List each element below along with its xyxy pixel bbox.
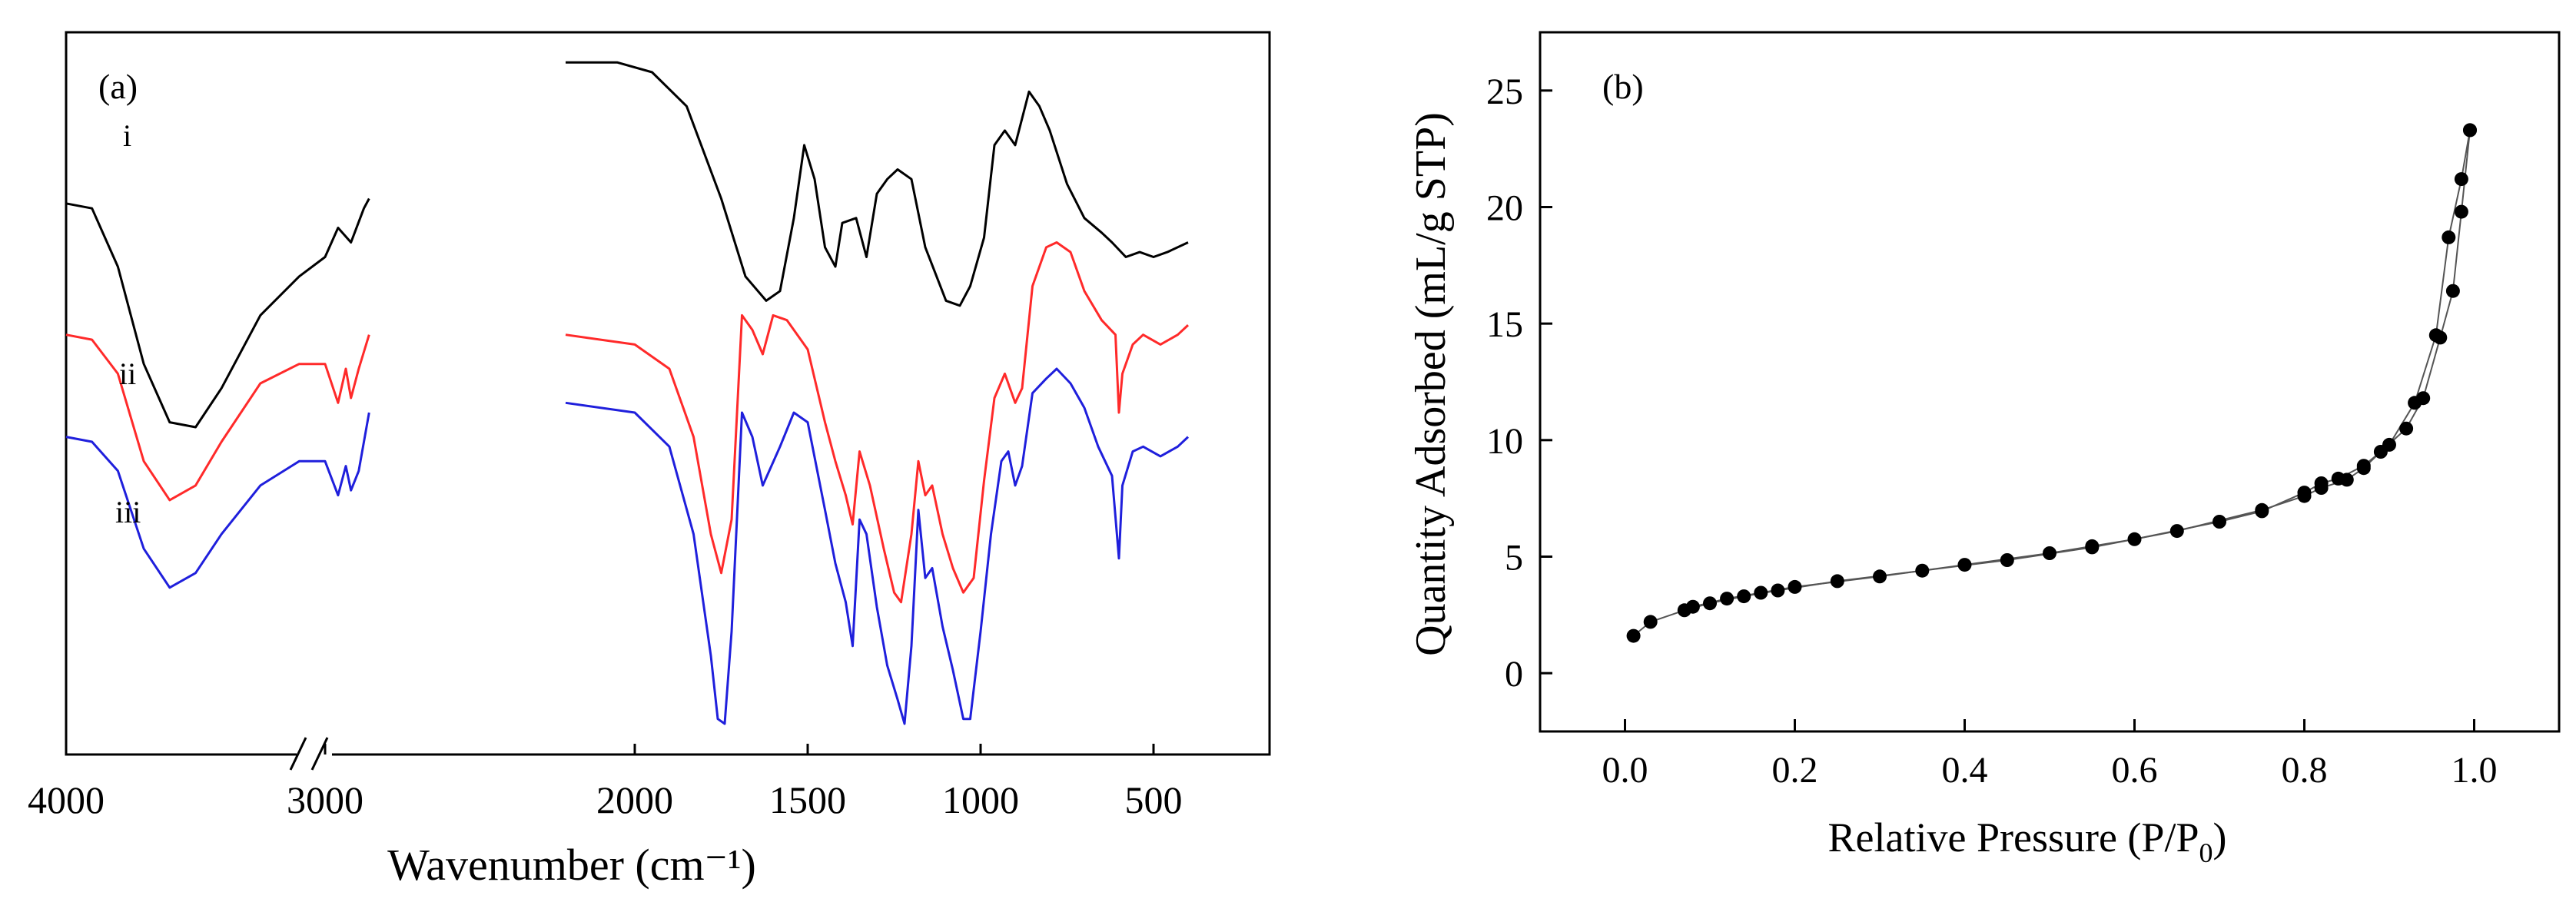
adsorption-point-10 <box>2169 524 2184 539</box>
desorption-point-8 <box>2314 476 2329 490</box>
adsorption-point-5 <box>1771 583 1785 598</box>
desorption-point-9 <box>2297 486 2312 500</box>
desorption-point-13 <box>2085 539 2100 553</box>
panel-a-x-axis-label: Wavenumber (cm⁻¹) <box>387 840 756 890</box>
adsorption-point-0 <box>1626 628 1641 643</box>
adsorption-point-7 <box>1915 563 1930 578</box>
series-label-i: i <box>123 118 131 153</box>
desorption-point-12 <box>2127 532 2142 546</box>
desorption-curve <box>1692 130 2471 608</box>
axis-break-mark-left <box>289 737 307 771</box>
panel-b-label: (b) <box>1602 67 1644 106</box>
adsorption-point-21 <box>2454 204 2468 219</box>
series-label-iii: iii <box>115 495 141 529</box>
panel-b-x-ticks: 0.0 0.2 0.4 0.6 0.8 1.0 <box>1602 719 2498 791</box>
adsorption-point-1 <box>1643 615 1658 629</box>
y-tick-label-0: 0 <box>1505 654 1523 695</box>
series-ii-line-right <box>565 241 1190 604</box>
panel-a-label: (a) <box>98 67 138 106</box>
desorption-point-19 <box>1720 592 1734 606</box>
series-ii-line-left <box>65 333 370 502</box>
y-tick-label-20: 20 <box>1486 188 1523 229</box>
panel-b-series-group <box>1626 123 2477 643</box>
panel-b-x-axis-label: Relative Pressure (P/P0) <box>1828 814 2227 868</box>
series-i-line-left <box>65 197 370 429</box>
series-i-line-right <box>566 61 1189 307</box>
desorption-point-0 <box>2463 123 2477 138</box>
x-tick-label-3000: 3000 <box>287 778 363 821</box>
adsorption-point-20 <box>2445 284 2460 298</box>
x-tick-label-1000: 1000 <box>942 778 1019 821</box>
x-tick-label-4000: 4000 <box>28 778 105 821</box>
desorption-point-10 <box>2255 504 2269 519</box>
desorption-point-6 <box>2356 459 2371 473</box>
desorption-point-4 <box>2408 396 2422 410</box>
adsorption-point-17 <box>2399 421 2414 436</box>
series-iii-line-left <box>65 412 370 589</box>
desorption-point-7 <box>2331 471 2345 486</box>
adsorption-point-4 <box>1737 589 1751 604</box>
panel-b-y-axis-label: Quantity Adsorbed (mL/g STP) <box>1407 112 1455 656</box>
panel-b-y-ticks: 0 5 10 15 20 25 <box>1486 71 1552 695</box>
y-tick-label-15: 15 <box>1486 304 1523 345</box>
x-tick-label-0.0: 0.0 <box>1602 750 1648 791</box>
y-tick-label-25: 25 <box>1486 71 1523 112</box>
x-tick-label-0.2: 0.2 <box>1772 750 1818 791</box>
adsorption-point-8 <box>2000 553 2014 567</box>
adsorption-point-3 <box>1703 596 1717 611</box>
x-tick-label-2000: 2000 <box>596 778 673 821</box>
y-tick-label-10: 10 <box>1486 421 1523 462</box>
panel-a-frame <box>65 31 1271 756</box>
x-axis-label-subscript: 0 <box>2199 837 2213 868</box>
x-tick-label-1500: 1500 <box>769 778 846 821</box>
x-axis-label-main: Relative Pressure (P/P <box>1828 814 2199 861</box>
x-tick-label-1.0: 1.0 <box>2452 750 2498 791</box>
adsorption-curve <box>1632 130 2471 637</box>
desorption-point-18 <box>1754 585 1768 600</box>
panel-b: (b) 0 5 10 15 20 25 0.0 0.2 0.4 0.6 0.8 1.0 Quanti… <box>1407 31 2561 868</box>
panel-b-frame <box>1539 31 2561 733</box>
y-tick-label-5: 5 <box>1505 538 1523 579</box>
desorption-point-5 <box>2382 437 2396 452</box>
x-tick-label-0.6: 0.6 <box>2112 750 2158 791</box>
panel-a-series-group <box>65 61 1190 725</box>
panel-a-x-ticks: 4000 3000 2000 1500 1000 500 <box>28 744 1183 821</box>
desorption-point-1 <box>2454 172 2468 187</box>
x-tick-label-0.4: 0.4 <box>1942 750 1988 791</box>
axis-break-mark-right <box>310 737 329 771</box>
desorption-point-17 <box>1788 579 1802 594</box>
desorption-point-11 <box>2213 515 2226 529</box>
x-axis-label-close: ) <box>2213 814 2226 861</box>
x-tick-label-0.8: 0.8 <box>2282 750 2328 791</box>
series-iii-line-right <box>565 367 1190 725</box>
series-label-ii: ii <box>119 357 136 391</box>
desorption-point-20 <box>1685 599 1700 614</box>
adsorption-point-6 <box>1830 574 1844 589</box>
x-tick-label-500: 500 <box>1125 778 1183 821</box>
desorption-point-2 <box>2442 230 2456 244</box>
desorption-point-16 <box>1873 569 1887 584</box>
desorption-point-15 <box>1957 558 1972 572</box>
desorption-point-3 <box>2428 328 2443 343</box>
desorption-point-14 <box>2043 546 2056 560</box>
